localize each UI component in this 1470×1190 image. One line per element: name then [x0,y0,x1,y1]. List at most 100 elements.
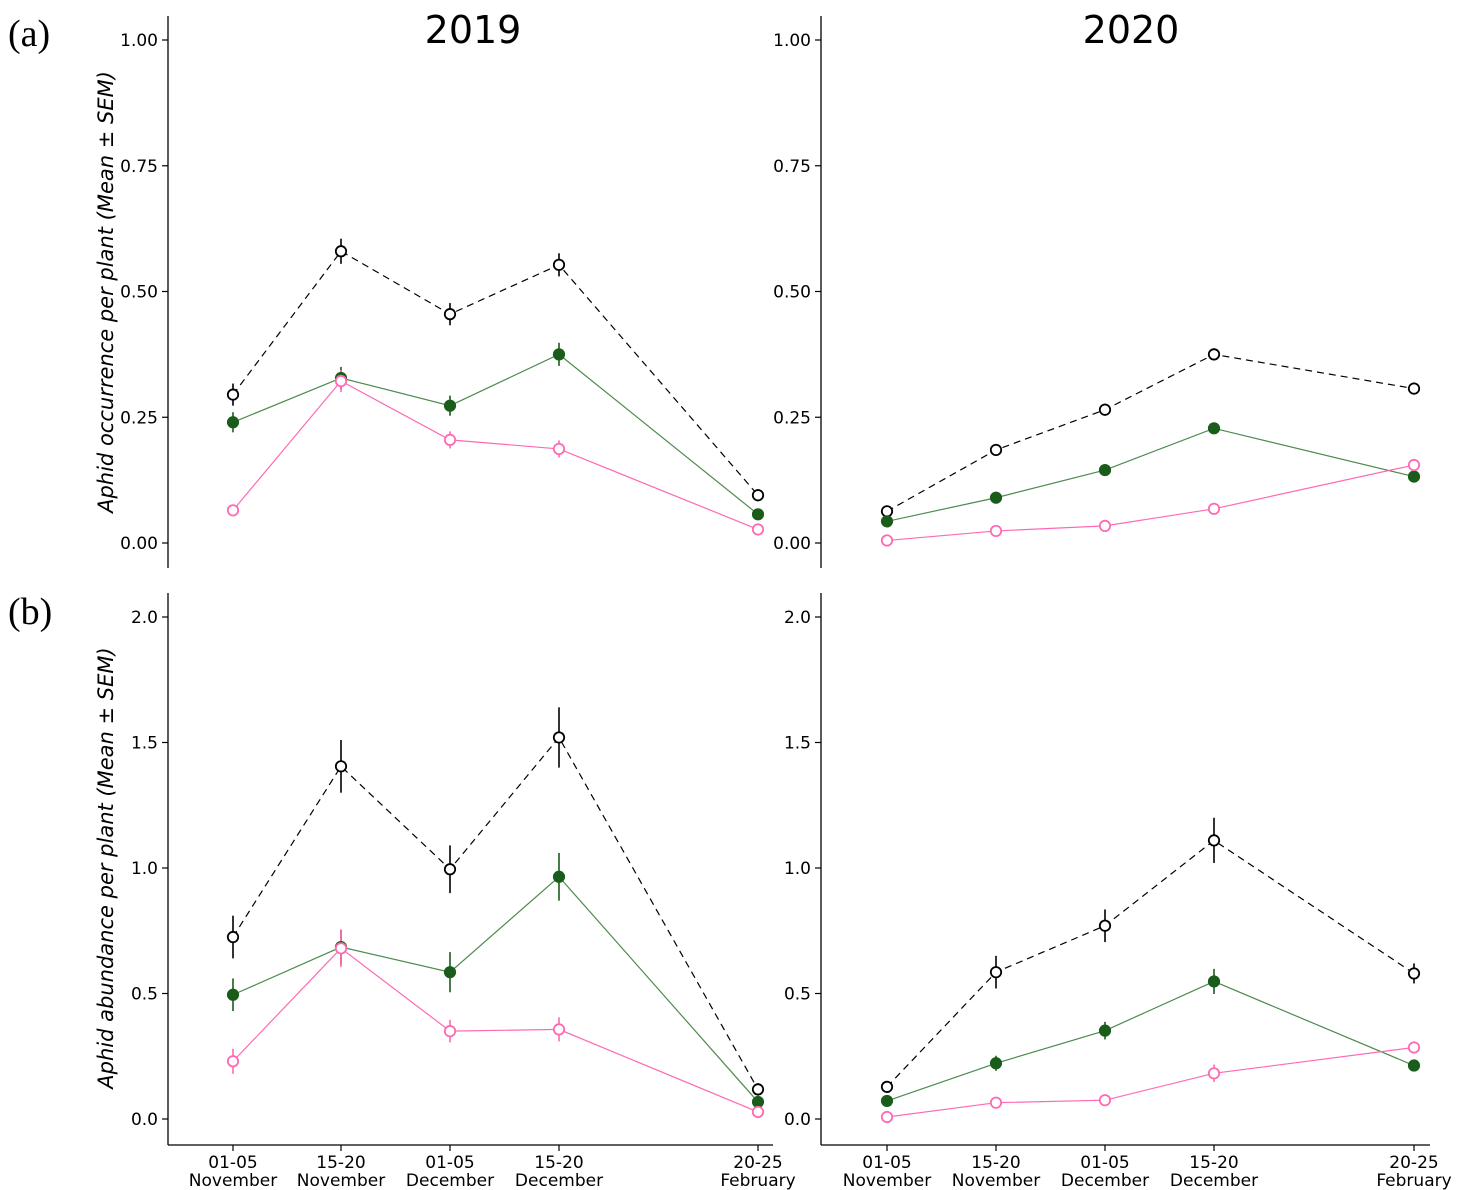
panel-b-2020-x-tick-label-month: December [1170,1171,1258,1190]
panel-b-2020-y-tick-label: 0.0 [784,1110,811,1130]
panel-a-2020-point-green [1407,470,1421,483]
panel-a-2020-point-pink [880,534,894,547]
panel-a-2020-point-pink [1098,519,1112,532]
panel-b-2020-x-tick-label: 01-05 [862,1153,911,1173]
panel-a-2020-y-tick-label: 0.50 [773,283,811,303]
panel-b-2020-point-black [989,966,1003,979]
panel-b-2020-point-green [989,1057,1003,1070]
panel-a-2019-point-green [552,348,566,361]
panel-a-2019-y-tick-label: 0.75 [120,157,158,177]
panel-b-2019-x-tick-label: 15-20 [316,1153,365,1173]
panel-a-2020-point-pink [1407,458,1421,472]
panel-b-2019-x-tick-label: 15-20 [534,1153,583,1173]
panel-b-2019-point-black [334,760,348,773]
panel-a-2019-point-pink [443,433,457,446]
panel-a-2019-point-pink [226,504,240,517]
panel-b-2019-point-green [552,870,566,883]
panel-b-2020-x-tick-label-month: November [843,1171,931,1190]
year-title-2019: 2019 [424,8,522,52]
panel-b-2019-point-black [226,930,240,944]
panel-b-2019-point-black [552,731,566,744]
panel-b-2020-series-line-black [886,839,1415,1088]
panel-a-2019-point-pink [552,442,566,456]
panel-b-2020-x-tick-label: 20-25 [1389,1153,1438,1173]
panel-b-2020-point-black [880,1080,894,1093]
panel-b-2020-point-green [1098,1024,1112,1037]
panel-b-2020-y-tick-label: 0.5 [784,985,811,1005]
panel-b-2019-y-tick-label: 1.0 [131,859,158,879]
panel-b-2020-point-pink [989,1096,1003,1109]
panel-a-2019-point-green [751,508,765,521]
panel-b-2019-point-pink [334,942,348,955]
panel-b-2019-series-line-black [232,736,759,1090]
panel-b-2019-y-tick-label: 0.5 [131,985,158,1005]
panel-b-2020-x-tick-label: 15-20 [971,1153,1020,1173]
panel-a-2020-point-green [1098,463,1112,477]
panel-b-2020-x-tick-label-month: February [1376,1171,1451,1190]
panel-b-2019-y-tick-label: 1.5 [131,734,158,754]
panel-b-2020-point-pink [1098,1094,1112,1107]
panel-a-2020-point-green [989,491,1003,504]
panel-b-2019-point-pink [751,1105,765,1119]
panel-a-2019-point-black [334,245,348,258]
panel-a-2020-point-pink [1207,502,1221,515]
panel-b-2020-x-tick-label: 15-20 [1189,1153,1238,1173]
panel-a-2020-series-line-green [886,427,1415,522]
panel-b-2020-point-black [1098,919,1112,932]
panel-b-2019-point-black [751,1083,765,1096]
panel-label-a: (a) [8,13,51,55]
panel-b-2019-point-green [226,988,240,1001]
panel-b-2020-point-black [1207,834,1221,847]
panel-b-2020-y-tick-label: 2.0 [784,608,811,628]
panel-a-2020-y-tick-label: 0.75 [773,157,811,177]
panel-a-2019-y-tick-label: 0.00 [120,534,158,554]
panel-b-2020-point-green [1207,975,1221,988]
panel-a-2019-point-pink [334,374,348,388]
panel-b-2019-point-pink [552,1023,566,1036]
panel-b-2020-y-tick-label: 1.0 [784,859,811,879]
panel-b-2019-x-tick-label-month: November [297,1171,385,1190]
panel-b-2019-x-tick-label-month: February [720,1171,795,1190]
panel-a-2019-point-black [226,388,240,401]
panel-label-b: (b) [8,591,53,633]
panel-a-2020-y-tick-label: 1.00 [773,31,811,51]
panel-a-2019-point-black [751,489,765,502]
panel-a-2020-series-line-black [886,353,1415,512]
panel-a-2020-point-green [880,515,894,528]
panel-b-2020-x-tick-label-month: December [1061,1171,1149,1190]
panel-b-2020-x-tick-label-month: November [952,1171,1040,1190]
panel-a-2019-point-pink [751,523,765,536]
panel-b-2019-x-tick-label-month: December [515,1171,603,1190]
panel-b-2020-point-pink [1407,1041,1421,1054]
panel-b-2019-x-tick-label: 01-05 [425,1153,474,1173]
panel-a-2019-y-tick-label: 0.25 [120,408,158,428]
panel-b-2019-point-pink [226,1055,240,1068]
panel-b-2019-x-tick-label: 20-25 [733,1153,782,1173]
panel-b-2019-x-tick-label-month: November [189,1171,277,1190]
panel-a-2020-point-black [1207,348,1221,361]
panel-a-2020-y-tick-label: 0.00 [773,534,811,554]
panel-a-2020-point-green [1207,422,1221,435]
panel-b-2019-y-tick-label: 2.0 [131,608,158,628]
panel-b-2019-series-line-green [232,875,759,1103]
panel-b-2020-point-pink [880,1110,894,1124]
panel-b-2019-point-pink [443,1025,457,1038]
panel-b-2020-point-green [880,1094,894,1108]
panel-b-2020-point-green [1407,1059,1421,1072]
panel-b-2019-x-tick-label-month: December [406,1171,494,1190]
panel-a-2019-y-tick-label: 1.00 [120,31,158,51]
panel-b-2019-point-green [751,1095,765,1109]
panel-a-2020-series-line-pink [886,464,1415,542]
panel-b-2020-point-pink [1207,1067,1221,1080]
panel-a-2019-point-black [552,258,566,271]
panel-a-2019-y-tick-label: 0.50 [120,283,158,303]
panel-b-2020-x-tick-label: 01-05 [1080,1153,1129,1173]
panel-b-2019-series-line-pink [232,947,759,1113]
panel-b-2019-y-tick-label: 0.0 [131,1110,158,1130]
panel-b-2020-series-line-pink [886,1046,1415,1118]
panel-b-2020-point-black [1407,967,1421,980]
panel-b-2020-y-tick-label: 1.5 [784,734,811,754]
panel-a-2019-point-green [226,416,240,429]
